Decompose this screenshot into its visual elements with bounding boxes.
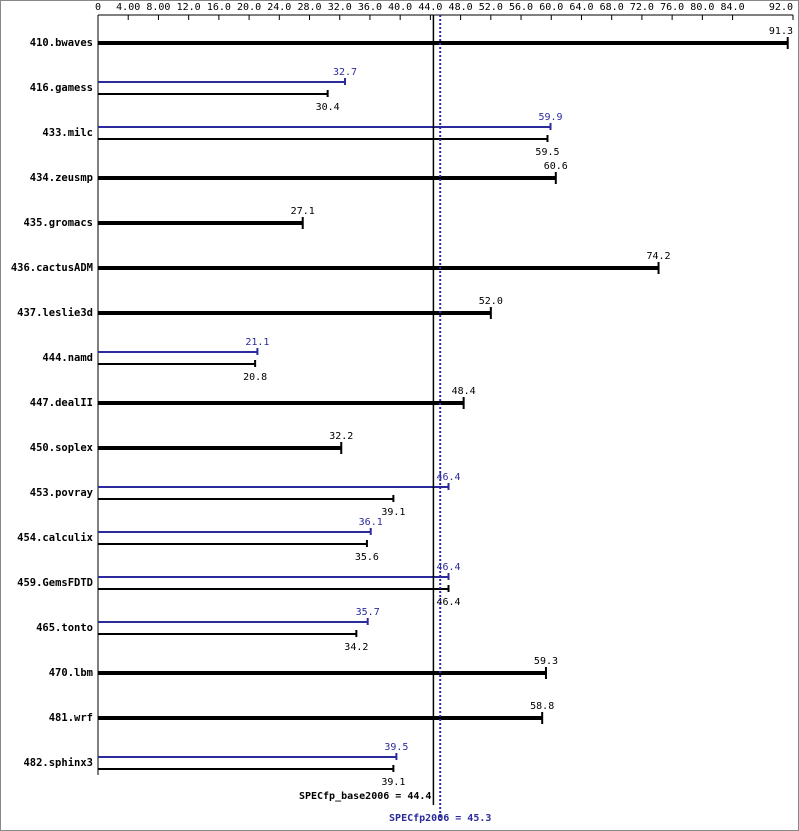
bar bbox=[98, 363, 256, 365]
value-label: 58.8 bbox=[530, 701, 554, 712]
value-label: 35.6 bbox=[355, 552, 379, 563]
x-tick-label: 52.0 bbox=[479, 2, 503, 13]
category-label: 435.gromacs bbox=[23, 217, 93, 229]
category-label: 416.gamess bbox=[30, 82, 93, 94]
x-tick-label: 24.0 bbox=[267, 2, 291, 13]
value-label: 52.0 bbox=[479, 296, 503, 307]
value-label: 27.1 bbox=[291, 206, 315, 217]
category-label: 465.tonto bbox=[36, 622, 93, 634]
x-tick-label: 64.0 bbox=[569, 2, 593, 13]
x-tick-label: 72.0 bbox=[630, 2, 654, 13]
bar bbox=[98, 266, 659, 270]
value-label: 59.9 bbox=[538, 112, 562, 123]
category-label: 437.leslie3d bbox=[17, 307, 93, 319]
category-label: 481.wrf bbox=[49, 712, 93, 724]
bar bbox=[98, 756, 397, 758]
value-label: 32.7 bbox=[333, 67, 357, 78]
value-label: 39.1 bbox=[381, 507, 405, 518]
x-tick-label: 76.0 bbox=[660, 2, 684, 13]
value-label: 36.1 bbox=[359, 517, 383, 528]
value-label: 39.1 bbox=[381, 777, 405, 788]
bar bbox=[98, 351, 258, 353]
x-tick-label: 44.0 bbox=[418, 2, 442, 13]
category-label: 447.dealII bbox=[30, 397, 93, 409]
x-tick-label: 20.0 bbox=[237, 2, 261, 13]
value-label: 59.3 bbox=[534, 656, 558, 667]
x-tick-label: 56.0 bbox=[509, 2, 533, 13]
value-label: 32.2 bbox=[329, 431, 353, 442]
value-label: 74.2 bbox=[646, 251, 670, 262]
x-tick-label: 48.0 bbox=[449, 2, 473, 13]
value-label: 59.5 bbox=[535, 147, 559, 158]
x-tick-label: 92.0 bbox=[769, 2, 793, 13]
value-label: 30.4 bbox=[316, 102, 340, 113]
x-tick-label: 36.0 bbox=[358, 2, 382, 13]
bar bbox=[98, 588, 449, 590]
bar bbox=[98, 531, 371, 533]
category-label: 444.namd bbox=[42, 352, 93, 364]
category-label: 482.sphinx3 bbox=[23, 757, 93, 769]
category-label: 434.zeusmp bbox=[30, 172, 93, 184]
x-tick-label: 80.0 bbox=[690, 2, 714, 13]
bar bbox=[98, 311, 491, 315]
bar bbox=[98, 126, 551, 128]
category-label: 436.cactusADM bbox=[11, 262, 93, 274]
category-label: 433.milc bbox=[42, 127, 93, 139]
x-tick-label: 32.0 bbox=[328, 2, 352, 13]
bar bbox=[98, 446, 342, 450]
value-label: 46.4 bbox=[436, 472, 460, 483]
x-tick-label: 0 bbox=[95, 2, 101, 13]
value-label: 60.6 bbox=[544, 161, 568, 172]
bar bbox=[98, 498, 394, 500]
bar bbox=[98, 768, 394, 770]
bar bbox=[98, 543, 367, 545]
x-tick-label: 60.0 bbox=[539, 2, 563, 13]
bar bbox=[98, 633, 357, 635]
x-tick-label: 68.0 bbox=[600, 2, 624, 13]
bar bbox=[98, 93, 328, 95]
x-tick-label: 8.00 bbox=[146, 2, 170, 13]
category-label: 410.bwaves bbox=[30, 37, 93, 49]
bar bbox=[98, 81, 346, 83]
reference-label: SPECfp_base2006 = 44.4 bbox=[299, 791, 431, 802]
value-label: 48.4 bbox=[452, 386, 476, 397]
x-tick-label: 28.0 bbox=[297, 2, 321, 13]
bar bbox=[98, 716, 543, 720]
category-label: 454.calculix bbox=[17, 532, 94, 544]
bar bbox=[98, 621, 368, 623]
bar bbox=[98, 221, 303, 225]
value-label: 46.4 bbox=[436, 597, 460, 608]
category-label: 459.GemsFDTD bbox=[17, 577, 93, 589]
bar bbox=[98, 41, 788, 45]
value-label: 34.2 bbox=[344, 642, 368, 653]
category-label: 470.lbm bbox=[49, 667, 93, 679]
bar bbox=[98, 176, 556, 180]
bar bbox=[98, 576, 449, 578]
category-label: 453.povray bbox=[30, 487, 94, 499]
value-label: 46.4 bbox=[436, 562, 460, 573]
x-tick-label: 4.00 bbox=[116, 2, 140, 13]
category-label: 450.soplex bbox=[30, 442, 94, 454]
bar bbox=[98, 401, 464, 405]
x-tick-label: 16.0 bbox=[207, 2, 231, 13]
value-label: 20.8 bbox=[243, 372, 267, 383]
bar bbox=[98, 671, 546, 675]
x-tick-label: 40.0 bbox=[388, 2, 412, 13]
value-label: 21.1 bbox=[245, 337, 269, 348]
bar bbox=[98, 138, 548, 140]
x-tick-label: 84.0 bbox=[721, 2, 745, 13]
value-label: 91.3 bbox=[769, 26, 793, 37]
value-label: 39.5 bbox=[384, 742, 408, 753]
reference-label: SPECfp2006 = 45.3 bbox=[389, 813, 491, 824]
x-tick-label: 12.0 bbox=[177, 2, 201, 13]
bar bbox=[98, 486, 449, 488]
value-label: 35.7 bbox=[356, 607, 380, 618]
